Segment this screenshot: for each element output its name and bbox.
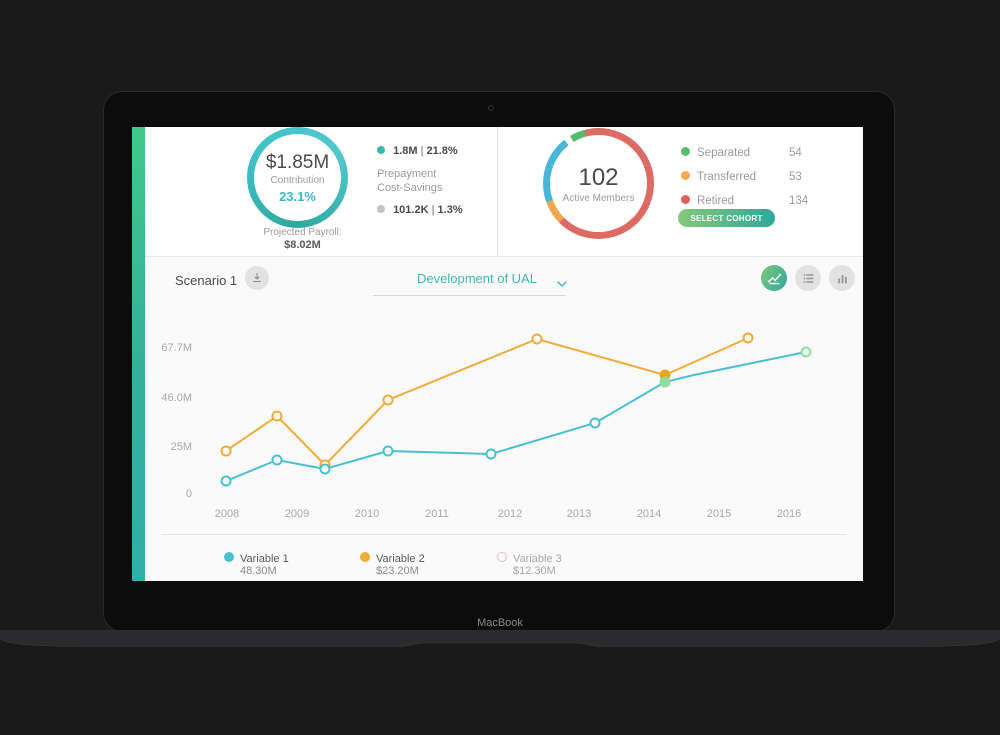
svg-text:2009: 2009: [285, 508, 309, 520]
svg-text:0: 0: [186, 488, 192, 500]
svg-text:46.0M: 46.0M: [161, 392, 192, 404]
svg-text:2011: 2011: [425, 508, 449, 520]
svg-text:2012: 2012: [498, 508, 522, 520]
svg-text:2013: 2013: [567, 508, 591, 520]
svg-text:2014: 2014: [637, 508, 661, 520]
svg-text:25M: 25M: [171, 441, 192, 453]
svg-text:2008: 2008: [215, 508, 239, 520]
svg-text:2010: 2010: [355, 508, 379, 520]
svg-text:67.7M: 67.7M: [161, 342, 192, 354]
svg-text:2015: 2015: [707, 508, 731, 520]
svg-text:2016: 2016: [777, 508, 801, 520]
